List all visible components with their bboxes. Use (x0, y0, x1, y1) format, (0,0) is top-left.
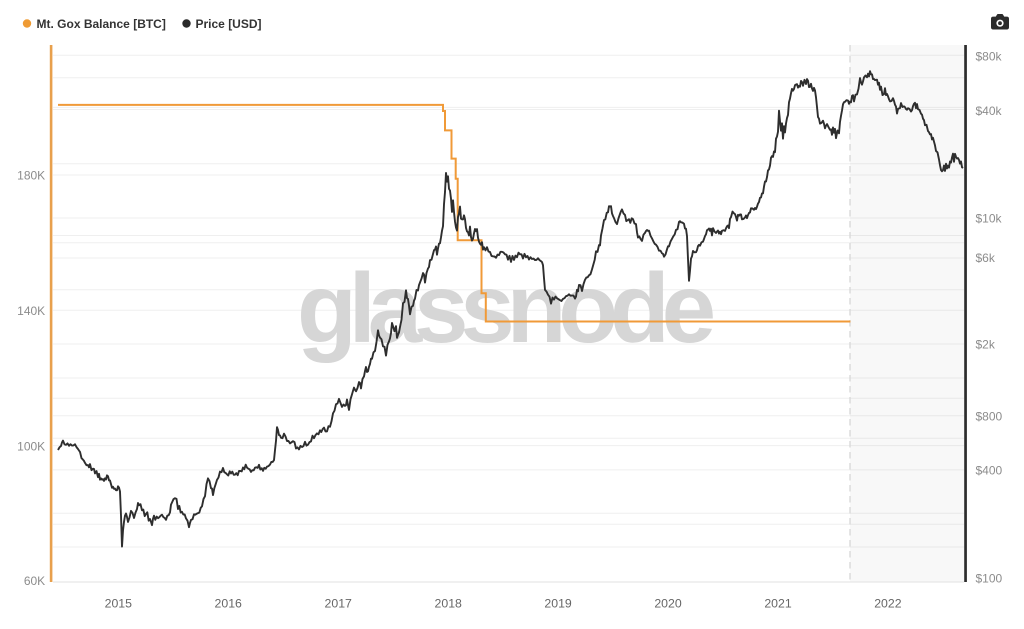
svg-text:60K: 60K (24, 574, 45, 588)
svg-text:$100: $100 (976, 572, 1003, 586)
svg-text:2018: 2018 (435, 597, 463, 611)
svg-text:2019: 2019 (544, 597, 572, 611)
svg-text:Mt. Gox Balance [BTC]: Mt. Gox Balance [BTC] (37, 17, 166, 31)
svg-text:$6k: $6k (976, 251, 996, 265)
svg-text:$10k: $10k (976, 212, 1003, 226)
svg-text:2020: 2020 (654, 597, 682, 611)
svg-text:2021: 2021 (764, 597, 792, 611)
svg-text:$2k: $2k (976, 338, 996, 352)
svg-text:$800: $800 (976, 410, 1003, 424)
svg-text:$80k: $80k (976, 50, 1003, 64)
svg-text:2017: 2017 (325, 597, 353, 611)
svg-text:Price [USD]: Price [USD] (196, 17, 262, 31)
svg-text:$400: $400 (976, 464, 1003, 478)
svg-text:180K: 180K (17, 169, 45, 183)
svg-text:2022: 2022 (874, 597, 902, 611)
svg-text:140K: 140K (17, 304, 45, 318)
svg-text:2016: 2016 (215, 597, 243, 611)
svg-text:$40k: $40k (976, 104, 1003, 118)
svg-text:2015: 2015 (105, 597, 133, 611)
svg-text:100K: 100K (17, 439, 45, 453)
svg-text:glassnode: glassnode (297, 253, 714, 363)
